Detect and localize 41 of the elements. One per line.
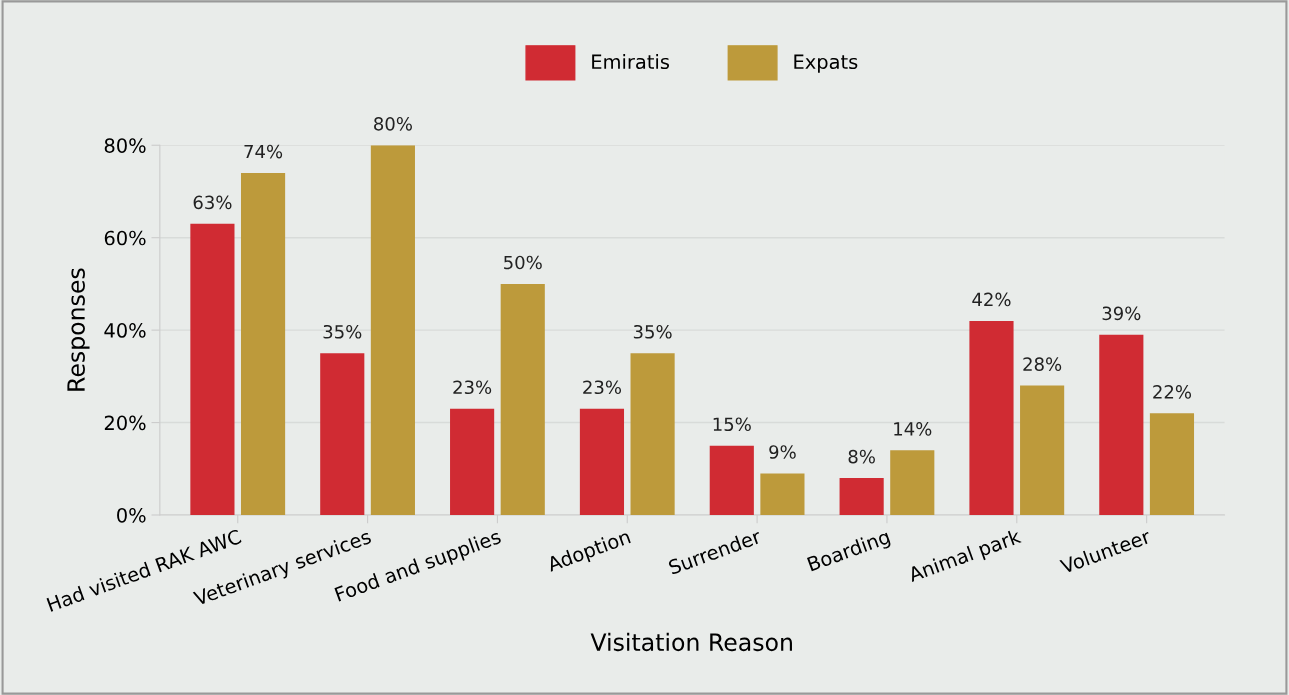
y-tick-label: 0%	[117, 507, 146, 523]
bar	[839, 478, 884, 515]
bar	[240, 172, 286, 515]
bar	[320, 353, 365, 515]
data-label: 22%	[1153, 385, 1192, 399]
bar	[709, 445, 754, 515]
bar	[1149, 413, 1195, 515]
bar	[890, 450, 935, 515]
data-label: 74%	[244, 144, 283, 159]
bar	[760, 473, 805, 515]
data-label: 80%	[374, 116, 412, 131]
y-tick-label: 80%	[104, 138, 146, 153]
legend-label: Emiratis	[592, 54, 670, 70]
data-label: 50%	[504, 255, 542, 270]
y-tick-label: 20%	[104, 415, 146, 431]
bar	[1099, 334, 1144, 515]
bar	[1020, 385, 1065, 515]
bar	[630, 353, 675, 515]
data-label: 23%	[453, 380, 492, 395]
data-label: 8%	[848, 449, 875, 464]
y-tick-label: 40%	[104, 323, 146, 338]
bar	[190, 223, 235, 515]
data-label: 63%	[193, 195, 232, 210]
bar	[450, 408, 495, 515]
data-label: 9%	[769, 445, 796, 459]
data-label: 39%	[1102, 306, 1141, 321]
data-label: 15%	[713, 417, 751, 432]
bar	[500, 283, 545, 515]
data-label: 28%	[1023, 357, 1062, 371]
bar	[370, 145, 415, 515]
bar	[579, 408, 625, 515]
bar	[969, 320, 1014, 515]
data-label: 42%	[972, 292, 1011, 307]
x-axis-title: Visitation Reason	[590, 632, 792, 652]
legend-label: Expats	[794, 54, 858, 73]
data-label: 35%	[323, 324, 362, 339]
data-label: 23%	[583, 380, 622, 395]
data-label: 14%	[894, 422, 932, 436]
y-axis-title: Responses	[67, 268, 90, 391]
data-label: 35%	[633, 324, 672, 339]
y-tick-label: 60%	[104, 230, 146, 246]
